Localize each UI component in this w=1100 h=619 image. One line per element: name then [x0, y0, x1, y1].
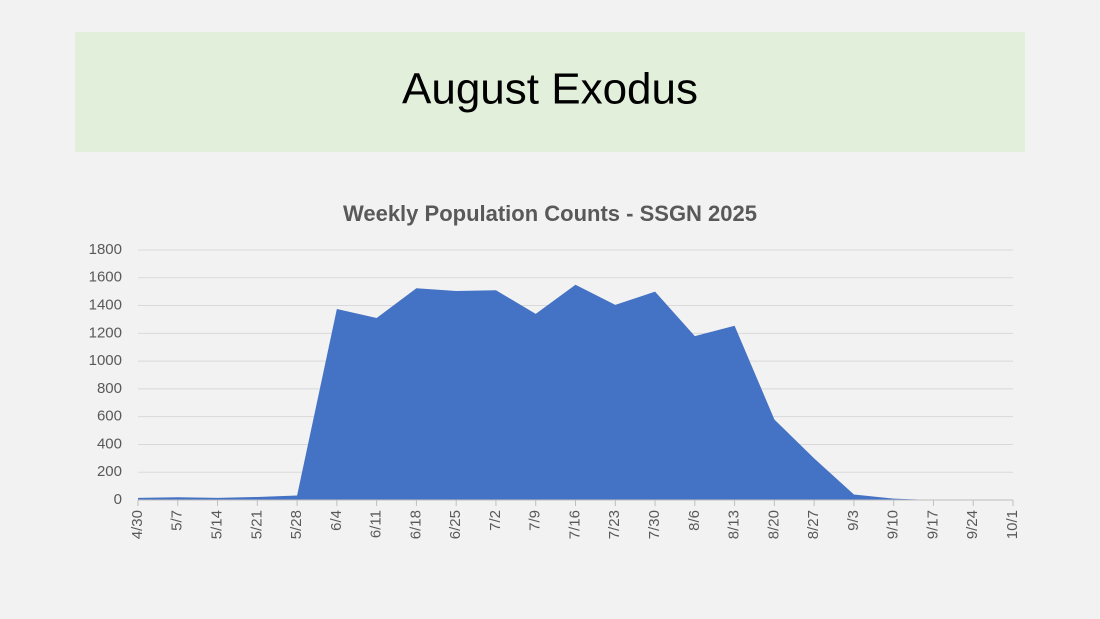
y-tick-label: 1200 [89, 324, 122, 341]
chart-title: Weekly Population Counts - SSGN 2025 [343, 201, 757, 226]
x-tick-label: 7/16 [566, 510, 583, 539]
y-tick-label: 400 [97, 435, 122, 452]
x-tick-label: 8/6 [686, 510, 703, 531]
x-tick-label: 9/24 [964, 510, 981, 539]
y-tick-label: 1800 [89, 241, 122, 258]
area [138, 284, 1013, 500]
x-tick-label: 5/21 [248, 510, 265, 539]
y-tick-label: 200 [97, 463, 122, 480]
x-tick-label: 9/17 [924, 510, 941, 539]
y-tick-label: 800 [97, 380, 122, 397]
x-tick-label: 4/30 [129, 510, 146, 539]
x-tick-label: 5/28 [288, 510, 305, 539]
x-tick-label: 6/18 [407, 510, 424, 539]
x-tick-label: 6/4 [328, 510, 345, 531]
slide-title: August Exodus [402, 65, 698, 114]
y-tick-label: 1600 [89, 269, 122, 286]
x-tick-label: 7/30 [646, 510, 663, 539]
x-tick-label: 6/25 [447, 510, 464, 539]
title-banner [75, 32, 1025, 152]
x-tick-label: 10/1 [1004, 510, 1021, 539]
y-tick-label: 1400 [89, 297, 122, 314]
x-tick-label: 5/14 [209, 510, 226, 539]
y-tick-label: 600 [97, 408, 122, 425]
x-tick-label: 5/7 [169, 510, 186, 531]
x-tick-label: 7/9 [527, 510, 544, 531]
x-tick-label: 8/13 [726, 510, 743, 539]
x-tick-label: 8/27 [805, 510, 822, 539]
x-tick-label: 6/11 [368, 510, 385, 538]
x-tick-label: 9/3 [845, 510, 862, 531]
y-tick-label: 0 [114, 491, 122, 508]
x-tick-label: 7/23 [606, 510, 623, 539]
x-tick-label: 8/20 [765, 510, 782, 539]
y-tick-label: 1000 [89, 352, 122, 369]
x-tick-label: 7/2 [487, 510, 504, 531]
x-tick-label: 9/10 [885, 510, 902, 539]
